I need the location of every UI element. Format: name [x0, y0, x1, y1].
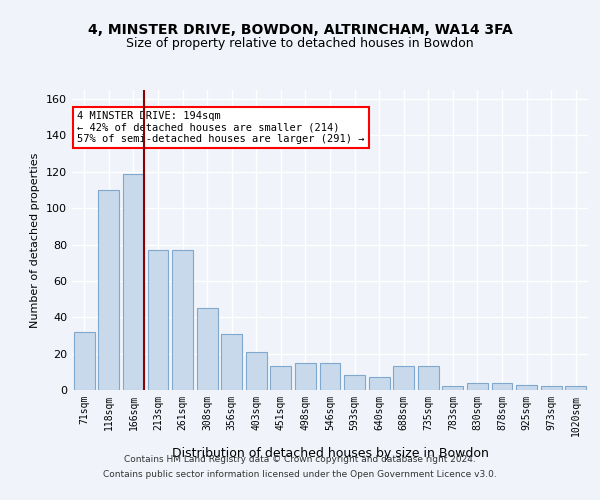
Bar [148, 250, 169, 390]
Bar [467, 382, 488, 390]
Text: 4 MINSTER DRIVE: 194sqm
← 42% of detached houses are smaller (214)
57% of semi-d: 4 MINSTER DRIVE: 194sqm ← 42% of detache… [77, 111, 365, 144]
Bar [368, 378, 389, 390]
Bar [74, 332, 95, 390]
Bar [516, 384, 537, 390]
Bar [295, 362, 316, 390]
Bar [491, 382, 512, 390]
Bar [246, 352, 267, 390]
Bar [271, 366, 292, 390]
Bar [197, 308, 218, 390]
Text: Contains public sector information licensed under the Open Government Licence v3: Contains public sector information licen… [103, 470, 497, 479]
Y-axis label: Number of detached properties: Number of detached properties [31, 152, 40, 328]
Bar [221, 334, 242, 390]
Bar [172, 250, 193, 390]
Bar [98, 190, 119, 390]
Text: Size of property relative to detached houses in Bowdon: Size of property relative to detached ho… [126, 38, 474, 51]
Bar [393, 366, 414, 390]
Bar [541, 386, 562, 390]
Bar [123, 174, 144, 390]
Bar [320, 362, 340, 390]
Bar [418, 366, 439, 390]
Text: 4, MINSTER DRIVE, BOWDON, ALTRINCHAM, WA14 3FA: 4, MINSTER DRIVE, BOWDON, ALTRINCHAM, WA… [88, 22, 512, 36]
Bar [442, 386, 463, 390]
Text: Contains HM Land Registry data © Crown copyright and database right 2024.: Contains HM Land Registry data © Crown c… [124, 455, 476, 464]
Bar [565, 386, 586, 390]
X-axis label: Distribution of detached houses by size in Bowdon: Distribution of detached houses by size … [172, 447, 488, 460]
Bar [344, 376, 365, 390]
